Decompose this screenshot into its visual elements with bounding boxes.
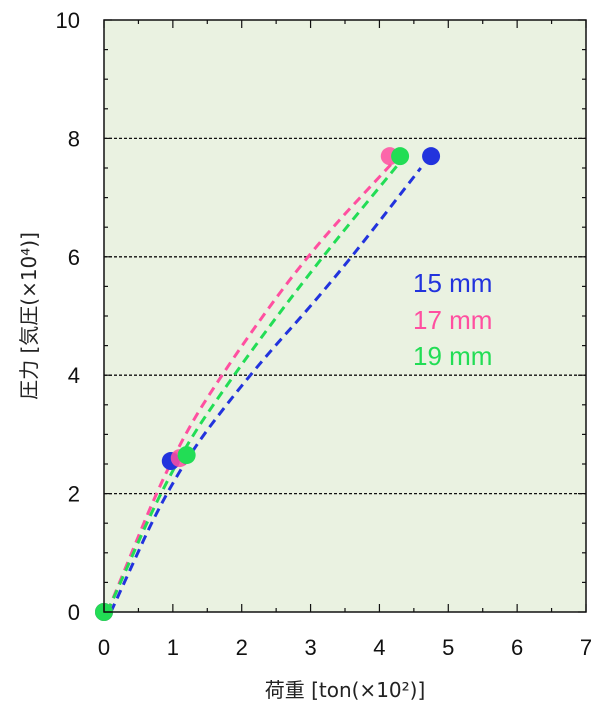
legend: 15 mm 17 mm 19 mm: [413, 268, 492, 371]
grid-lines: [104, 137, 586, 495]
axis-ticks: [103, 19, 587, 613]
y-tick-label: 8: [68, 126, 80, 151]
y-axis-label: 圧力 [気圧(×10⁴)]: [17, 232, 41, 400]
x-tick-label: 3: [304, 635, 316, 660]
trend-line-0: [109, 167, 422, 613]
x-axis-label: 荷重 [ton(×10²)]: [265, 678, 426, 702]
legend-entry-15mm: 15 mm: [413, 268, 492, 298]
data-points: [95, 147, 441, 621]
x-tick-label: 0: [98, 635, 110, 660]
x-tick-label: 2: [236, 635, 248, 660]
trend-lines: [106, 161, 422, 613]
y-tick-label: 4: [68, 363, 80, 388]
data-point-s2-2: [391, 147, 410, 166]
data-point-s2-1: [177, 446, 196, 465]
trend-line-1: [106, 161, 395, 613]
x-tick-label: 6: [511, 635, 523, 660]
legend-entry-19mm: 19 mm: [413, 341, 492, 371]
x-tick-label: 1: [167, 635, 179, 660]
legend-entry-17mm: 17 mm: [413, 305, 492, 335]
y-tick-label: 0: [68, 600, 80, 625]
plot-area: [104, 20, 586, 612]
x-tick-label: 7: [580, 635, 592, 660]
tick-labels: 0 1 2 3 4 5 6 7 0 2 4 6 8 10: [56, 8, 593, 660]
y-tick-label: 6: [68, 245, 80, 270]
x-tick-label: 4: [373, 635, 385, 660]
data-point-s0-2: [422, 147, 441, 166]
y-tick-label: 2: [68, 482, 80, 507]
y-tick-label: 10: [56, 8, 80, 33]
x-tick-label: 5: [442, 635, 454, 660]
